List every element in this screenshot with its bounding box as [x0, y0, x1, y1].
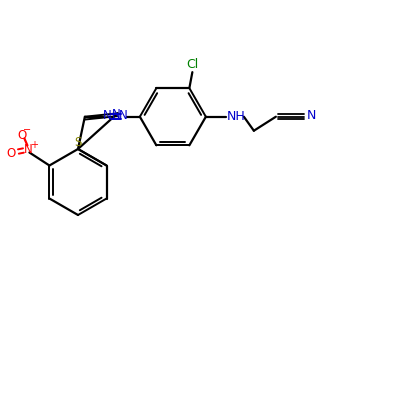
Text: N: N [307, 109, 316, 122]
Text: N: N [112, 108, 121, 121]
Text: +: + [30, 140, 38, 150]
Text: S: S [74, 136, 82, 150]
Text: N: N [102, 109, 111, 122]
Text: NH: NH [226, 110, 245, 123]
Text: N: N [24, 143, 33, 156]
Text: N: N [118, 109, 127, 122]
Text: O: O [18, 129, 27, 142]
Text: O: O [7, 147, 16, 160]
Text: Cl: Cl [186, 58, 198, 71]
Text: −: − [23, 124, 32, 134]
